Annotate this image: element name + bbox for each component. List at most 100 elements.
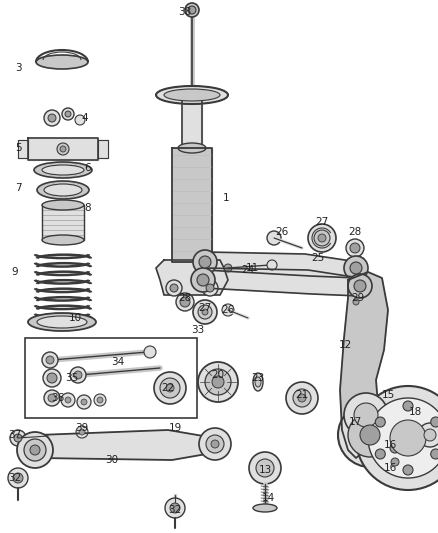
- Text: 36: 36: [51, 393, 65, 403]
- Circle shape: [431, 449, 438, 459]
- Circle shape: [267, 231, 281, 245]
- Text: 18: 18: [408, 407, 422, 417]
- Circle shape: [62, 108, 74, 120]
- Circle shape: [42, 352, 58, 368]
- Circle shape: [286, 382, 318, 414]
- Circle shape: [44, 110, 60, 126]
- Circle shape: [76, 426, 88, 438]
- Text: 29: 29: [351, 293, 364, 303]
- Circle shape: [344, 256, 368, 280]
- Polygon shape: [18, 140, 28, 158]
- Circle shape: [197, 274, 209, 286]
- Circle shape: [390, 420, 426, 456]
- Ellipse shape: [164, 89, 220, 101]
- Circle shape: [346, 239, 364, 257]
- Circle shape: [193, 300, 217, 324]
- Circle shape: [13, 473, 23, 483]
- Circle shape: [350, 243, 360, 253]
- Circle shape: [30, 445, 40, 455]
- Text: 33: 33: [191, 325, 205, 335]
- Circle shape: [166, 384, 174, 392]
- Ellipse shape: [37, 181, 89, 199]
- Circle shape: [220, 260, 236, 276]
- Ellipse shape: [253, 504, 277, 512]
- Text: 16: 16: [383, 440, 397, 450]
- Circle shape: [403, 465, 413, 475]
- Text: 34: 34: [111, 357, 125, 367]
- Text: 17: 17: [348, 417, 362, 427]
- Circle shape: [350, 262, 362, 274]
- Text: 8: 8: [85, 203, 91, 213]
- Circle shape: [24, 439, 46, 461]
- Circle shape: [403, 401, 413, 411]
- Circle shape: [44, 390, 60, 406]
- Circle shape: [360, 425, 380, 445]
- Text: 15: 15: [381, 390, 395, 400]
- Text: 7: 7: [15, 183, 21, 193]
- Text: 35: 35: [65, 373, 79, 383]
- Circle shape: [48, 394, 56, 402]
- Circle shape: [222, 304, 234, 316]
- Polygon shape: [156, 260, 228, 295]
- Text: 26: 26: [221, 305, 235, 315]
- Text: 21: 21: [295, 390, 309, 400]
- Circle shape: [8, 468, 28, 488]
- Circle shape: [176, 293, 194, 311]
- Circle shape: [314, 230, 330, 246]
- Ellipse shape: [42, 165, 84, 175]
- Circle shape: [224, 264, 232, 272]
- Circle shape: [166, 280, 182, 296]
- Polygon shape: [28, 138, 98, 160]
- Circle shape: [79, 429, 85, 435]
- Text: 38: 38: [178, 7, 192, 17]
- Ellipse shape: [34, 162, 92, 178]
- Ellipse shape: [255, 377, 261, 387]
- Ellipse shape: [178, 143, 206, 153]
- Circle shape: [348, 413, 392, 457]
- Circle shape: [77, 395, 91, 409]
- Text: 37: 37: [8, 430, 21, 440]
- Ellipse shape: [253, 373, 263, 391]
- Circle shape: [60, 146, 66, 152]
- Text: 27: 27: [198, 303, 212, 313]
- Circle shape: [199, 428, 231, 460]
- Circle shape: [48, 114, 56, 122]
- Text: 11: 11: [245, 263, 258, 273]
- Text: 16: 16: [383, 463, 397, 473]
- Polygon shape: [182, 100, 202, 148]
- Circle shape: [375, 417, 385, 427]
- Circle shape: [344, 393, 388, 437]
- Circle shape: [144, 346, 156, 358]
- Text: 20: 20: [212, 370, 225, 380]
- Circle shape: [354, 403, 378, 427]
- Polygon shape: [98, 140, 108, 158]
- Circle shape: [65, 397, 71, 403]
- Circle shape: [57, 143, 69, 155]
- Ellipse shape: [42, 235, 84, 245]
- Polygon shape: [340, 272, 388, 458]
- Circle shape: [357, 260, 363, 264]
- Circle shape: [249, 452, 281, 484]
- Circle shape: [356, 386, 438, 490]
- Text: 10: 10: [68, 313, 81, 323]
- Circle shape: [308, 224, 336, 252]
- Circle shape: [202, 280, 218, 296]
- Ellipse shape: [42, 200, 84, 210]
- Circle shape: [191, 268, 215, 292]
- Text: 1: 1: [223, 193, 230, 203]
- Text: 13: 13: [258, 465, 272, 475]
- Circle shape: [267, 260, 277, 270]
- Polygon shape: [42, 205, 84, 240]
- Circle shape: [418, 423, 438, 447]
- Circle shape: [94, 394, 106, 406]
- Circle shape: [293, 389, 311, 407]
- Circle shape: [198, 305, 212, 319]
- Ellipse shape: [28, 313, 96, 331]
- Circle shape: [185, 3, 199, 17]
- Circle shape: [206, 435, 224, 453]
- Circle shape: [391, 458, 399, 466]
- Circle shape: [74, 371, 82, 379]
- Circle shape: [199, 256, 211, 268]
- Text: 32: 32: [8, 473, 21, 483]
- Circle shape: [424, 429, 436, 441]
